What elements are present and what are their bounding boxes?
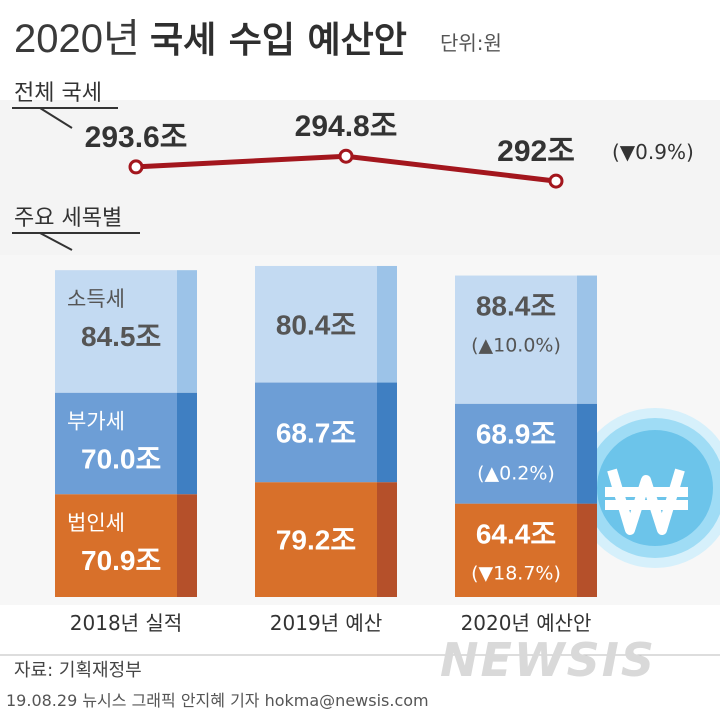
total-value-label-1: 293.6조 [85, 121, 188, 154]
bar-3-series-1-edge [577, 275, 597, 404]
total-line: 293.6조 294.8조 292조 (▼0.9%) [85, 110, 694, 189]
bar-2-series-1-edge [377, 265, 397, 383]
bar-1-series-3 [55, 494, 177, 597]
bar-3-series-3-edge [577, 503, 597, 597]
value-label-2-2: 68.7조 [276, 417, 356, 448]
bar-3-series-3 [455, 503, 577, 597]
value-label-1-1: 84.5조 [81, 321, 161, 352]
bar-1-series-2 [55, 392, 177, 495]
title-year: 2020년 [14, 17, 140, 61]
breakdown-label: 주요 세목별 [14, 206, 122, 231]
total-label: 전체 국세 [14, 81, 102, 106]
newsis-watermark: NEWSIS [440, 633, 656, 687]
value-label-2-1: 80.4조 [276, 309, 356, 340]
title-main: 국세 수입 예산안 [150, 20, 407, 61]
bar-2-series-3 [255, 482, 377, 597]
series-name-3: 법인세 [67, 511, 125, 535]
total-change-label: (▼0.9%) [612, 140, 694, 164]
bar-2-series-1 [255, 265, 377, 383]
bar-3-series-2-edge [577, 403, 597, 504]
total-point-2 [338, 148, 354, 164]
won-coin-icon [575, 408, 720, 568]
bar-2-series-2-edge [377, 382, 397, 483]
bar-3-series-2 [455, 403, 577, 504]
change-label-1: (▲10.0%) [471, 335, 561, 357]
value-label-3-3: 64.4조 [476, 519, 556, 550]
value-label-3-2: 68.9조 [476, 419, 556, 450]
series-name-2: 부가세 [67, 410, 125, 434]
total-point-3 [548, 173, 564, 189]
bar-1-series-1 [55, 270, 177, 393]
series-name-1: 소득세 [67, 287, 125, 311]
change-label-2: (▲0.2%) [477, 463, 555, 485]
stacked-bars: 법인세 70.9조 부가세 70.0조 소득세 84.5조 79.2조 68.7조 80.4조 6… [55, 265, 597, 597]
total-value-label-2: 294.8조 [295, 110, 398, 143]
x-tick-label-3: 2020년 예산안 [461, 611, 592, 635]
bar-2-series-3-edge [377, 482, 397, 597]
value-label-2-3: 79.2조 [276, 525, 356, 556]
value-label-3-1: 88.4조 [476, 291, 556, 322]
x-axis: 2018년 실적 2019년 예산 2020년 예산안 [70, 611, 592, 635]
bar-2-series-2 [255, 382, 377, 483]
value-label-1-2: 70.0조 [81, 444, 161, 475]
x-tick-label-1: 2018년 실적 [70, 611, 182, 635]
bar-3-series-1 [455, 275, 577, 404]
change-label-3: (▼18.7%) [471, 563, 561, 585]
credit-text: 19.08.29 뉴시스 그래픽 안지혜 기자 hokma@newsis.com [6, 691, 429, 710]
source-text: 자료: 기획재정부 [14, 660, 142, 681]
unit-label: 단위:원 [440, 31, 502, 55]
bar-1-series-3-edge [177, 494, 197, 597]
bar-1-series-1-edge [177, 270, 197, 393]
value-label-1-3: 70.9조 [81, 545, 161, 576]
total-label-callout [12, 107, 118, 129]
total-value-label-3: 292조 [497, 135, 575, 168]
breakdown-label-callout [12, 232, 140, 251]
bar-1-series-2-edge [177, 392, 197, 495]
x-tick-label-2: 2019년 예산 [270, 611, 382, 635]
total-point-1 [128, 159, 144, 175]
